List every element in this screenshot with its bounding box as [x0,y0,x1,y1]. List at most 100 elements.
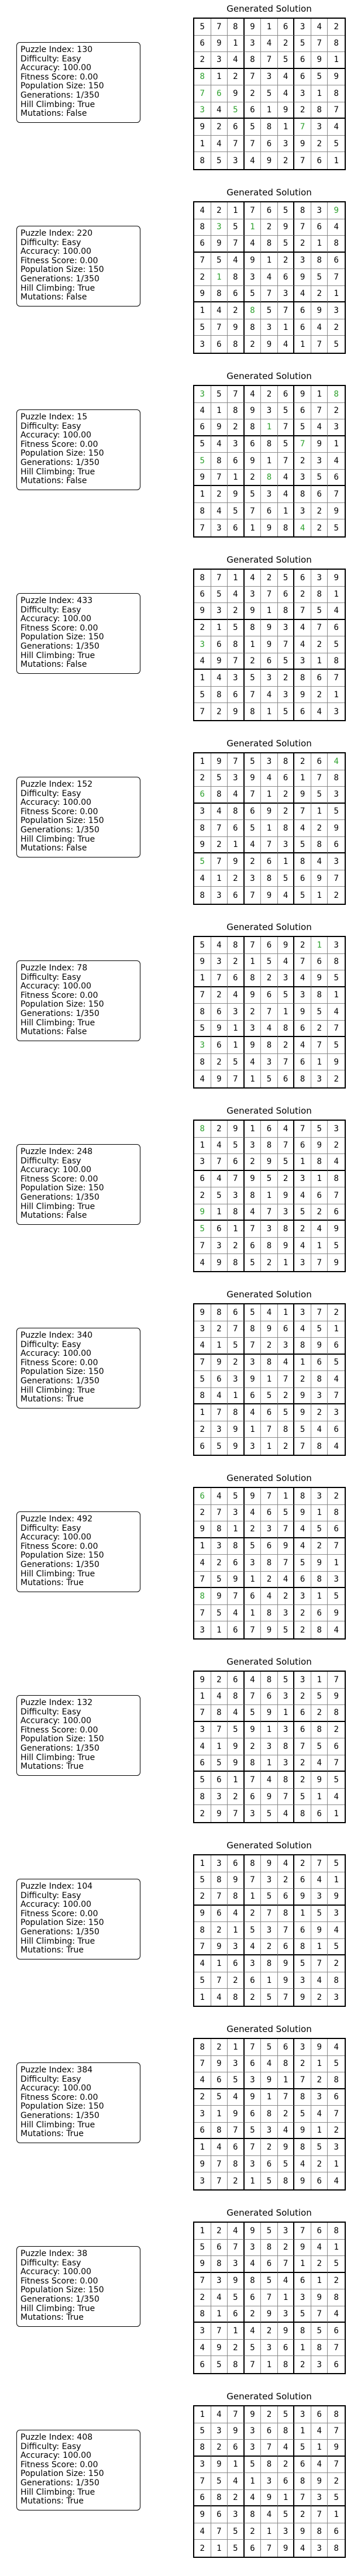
sudoku-cell-given: 5 [328,636,345,653]
sudoku-cell-given: 2 [311,519,328,536]
sudoku-cell-given: 4 [228,586,245,604]
puzzle-info-line: Accuracy: 100.00 [20,1165,92,1175]
sudoku-cell-given: 6 [194,1755,211,1772]
sudoku-cell-given: 4 [294,1521,311,1538]
sudoku-cell-given: 7 [194,252,211,270]
sudoku-cell-given: 8 [228,1889,245,1906]
sudoku-cell-given: 1 [261,2523,278,2540]
sudoku-cell-given: 5 [311,68,328,86]
sudoku-cell-given: 6 [261,987,278,1004]
sudoku-cell-given: 9 [328,1889,345,1906]
sudoku-cell-given: 7 [328,1755,345,1772]
puzzle-info-line: Difficulty: Easy [20,972,81,982]
sudoku-cell-given: 9 [228,1738,245,1755]
sudoku-cell-generated: 1 [311,937,328,954]
sudoku-cell-given: 1 [311,1938,328,1956]
sudoku-cell-given: 8 [194,219,211,236]
sudoku-cell-given: 3 [311,453,328,470]
sudoku-cell-generated: 4 [294,519,311,536]
sudoku-cell-given: 4 [261,1304,278,1321]
sudoku-cell-given: 3 [261,2339,278,2357]
sudoku-cell-given: 7 [261,1421,278,1438]
sudoku-cell-given: 1 [328,687,345,704]
sudoku-cell-given: 6 [277,19,295,36]
puzzle-info-box: Puzzle Index: 78 Difficulty: Easy Accuracy… [16,960,140,1041]
sudoku-cell-given: 7 [277,1521,295,1538]
sudoku-cell-given: 3 [294,1588,311,1605]
sudoku-cell-given: 6 [244,803,262,821]
sudoku-cell-given: 9 [294,2239,311,2257]
sudoku-cell-given: 7 [194,1354,211,1372]
sudoku-cell-given: 1 [244,1121,262,1138]
sudoku-cell-given: 1 [194,1855,211,1872]
puzzle-info-line: Puzzle Index: 15 [20,412,88,422]
sudoku-cell-given: 8 [277,603,295,620]
puzzle-info-line: Hill Climbing: True [20,650,95,660]
sudoku-cell-given: 3 [277,1755,295,1772]
sudoku-cell-given: 3 [194,2106,211,2123]
sudoku-cell-given: 8 [328,36,345,53]
sudoku-cell-given: 6 [294,1137,311,1155]
sudoku-cell-given: 9 [277,102,295,119]
puzzle-info-line: Fitness Score: 0.00 [20,1174,98,1184]
sudoku-cell-given: 3 [294,1972,311,1989]
sudoku-cell-given: 1 [228,35,245,53]
sudoku-cell-given: 2 [245,336,262,353]
sudoku-cell-given: 2 [244,1154,262,1171]
sudoku-cell-given: 3 [311,1889,328,1906]
sudoku-cell-given: 3 [261,753,278,770]
sudoku-cell-given: 7 [261,2540,278,2557]
sudoku-cell-given: 2 [294,1855,311,1872]
sudoku-cell-given: 5 [211,1187,228,1204]
sudoku-cell-given: 2 [194,2089,211,2106]
sudoku-cell-given: 3 [328,1121,345,1138]
sudoku-cell-given: 1 [245,2172,262,2189]
sudoku-cell-given: 5 [277,1404,295,1421]
sudoku-cell-given: 7 [294,953,311,971]
sudoku-cell-given: 1 [278,1254,295,1271]
sudoku-cell-given: 2 [277,1387,295,1405]
sudoku-cell-given: 2 [228,603,245,620]
sudoku-cell-given: 2 [261,1938,278,1956]
sudoku-cell-given: 8 [311,1154,328,1171]
sudoku-cell-given: 6 [294,703,311,720]
sudoku-cell-given: 4 [194,1555,211,1572]
sudoku-cell-given: 3 [261,486,278,503]
sudoku-cell-given: 7 [311,336,328,353]
sudoku-cell-given: 8 [334,2543,339,2553]
sudoku-cell-given: 6 [277,1889,295,1906]
sudoku-cell-given: 4 [311,853,328,870]
sudoku-cell-given: 8 [244,2506,262,2523]
result-panel: Puzzle Index: 340 Difficulty: Easy Accurac… [0,1286,354,1469]
sudoku-cell-given: 1 [244,636,262,653]
sudoku-cell-given: 5 [277,402,295,420]
sudoku-cell-given: 6 [311,152,328,169]
sudoku-cell-given: 6 [228,119,245,136]
puzzle-info-line: Generations: 1/350 [20,2478,99,2488]
sudoku-cell-given: 7 [211,1404,228,1421]
grid-title: Generated Solution [226,922,312,932]
sudoku-cell-given: 7 [194,1604,211,1622]
sudoku-cell-given: 1 [311,386,328,403]
sudoku-cell-given: 6 [194,1438,211,1455]
sudoku-cell-given: 2 [294,2506,311,2523]
sudoku-cell-generated: 8 [261,469,278,487]
sudoku-cell-given: 3 [277,2523,295,2540]
sudoku-cell-given: 7 [228,236,245,253]
sudoku-cell-given: 4 [277,1354,295,1372]
sudoku-cell-given: 4 [228,987,245,1004]
sudoku-cell-given: 1 [277,853,295,870]
puzzle-info-line: Generations: 1/350 [20,2110,99,2120]
sudoku-cell-given: 5 [277,653,295,670]
sudoku-cell-given: 3 [228,1371,245,1388]
grid-title: Generated Solution [226,1840,312,1851]
sudoku-cell-given: 1 [294,2339,311,2357]
sudoku-cell-given: 5 [277,870,295,887]
sudoku-cell-given: 1 [311,236,328,253]
puzzle-info-line: Hill Climbing: True [20,467,95,477]
sudoku-cell-given: 4 [194,1738,211,1755]
sudoku-cell-given: 3 [261,1872,278,1889]
sudoku-cell-given: 5 [244,2339,262,2357]
puzzle-info-line: Generations: 1/350 [20,457,99,467]
sudoku-cell-given: 1 [194,1404,211,1421]
